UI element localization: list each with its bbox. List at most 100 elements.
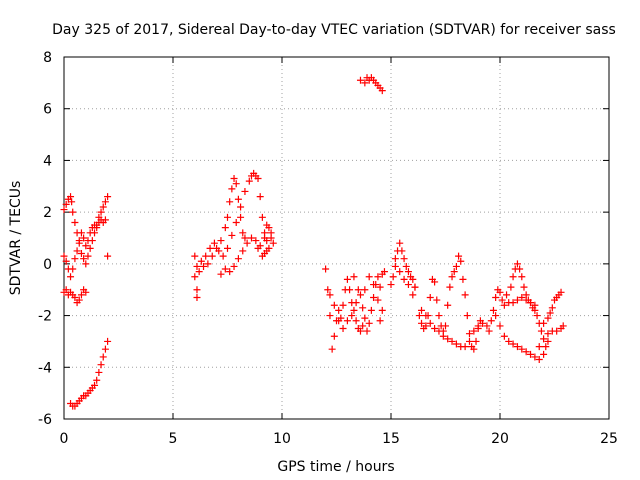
data-point: [513, 296, 521, 304]
data-point: [343, 275, 351, 283]
data-point: [261, 229, 269, 237]
data-point: [461, 291, 469, 299]
data-point: [230, 262, 238, 270]
data-point: [500, 301, 508, 309]
data-point: [380, 268, 388, 276]
data-point: [269, 239, 277, 247]
data-point: [518, 293, 526, 301]
data-point: [228, 185, 236, 193]
data-point: [219, 252, 227, 260]
data-point: [356, 291, 364, 299]
data-point: [465, 330, 473, 338]
data-point: [546, 309, 554, 317]
data-point: [365, 273, 373, 281]
data-point: [354, 286, 362, 294]
data-point: [479, 319, 487, 327]
data-point: [352, 299, 360, 307]
data-point: [359, 304, 367, 312]
data-point: [418, 319, 426, 327]
data-point: [527, 350, 535, 358]
data-point: [193, 293, 201, 301]
data-points: [60, 74, 567, 410]
data-point: [95, 368, 103, 376]
x-axis-label: GPS time / hours: [277, 459, 394, 475]
data-point: [68, 198, 76, 206]
y-tick-label: 8: [43, 50, 52, 66]
data-point: [200, 262, 208, 270]
data-point: [448, 337, 456, 345]
data-point: [518, 273, 526, 281]
data-point: [537, 327, 545, 335]
data-point: [359, 322, 367, 330]
data-point: [400, 275, 408, 283]
data-point: [402, 262, 410, 270]
data-point: [77, 250, 85, 258]
data-point: [245, 177, 253, 185]
data-point: [326, 291, 334, 299]
data-point: [509, 340, 517, 348]
data-point: [544, 314, 552, 322]
data-point: [104, 193, 112, 201]
data-point: [361, 79, 369, 87]
data-point: [265, 224, 273, 232]
data-point: [426, 293, 434, 301]
data-point: [398, 247, 406, 255]
data-point: [237, 213, 245, 221]
data-point: [195, 268, 203, 276]
data-point: [470, 345, 478, 353]
data-point: [389, 273, 397, 281]
data-point: [485, 327, 493, 335]
data-point: [67, 273, 75, 281]
data-point: [496, 322, 504, 330]
data-point: [533, 312, 541, 320]
data-point: [387, 281, 395, 289]
data-point: [101, 198, 109, 206]
data-point: [548, 304, 556, 312]
data-point: [97, 208, 105, 216]
data-point: [513, 260, 521, 268]
data-point: [557, 288, 565, 296]
data-point: [431, 325, 439, 332]
data-point: [450, 268, 458, 276]
data-point: [527, 299, 535, 307]
data-point: [191, 273, 199, 281]
data-point: [86, 244, 94, 252]
data-point: [206, 244, 214, 252]
data-point: [559, 322, 567, 330]
data-point: [520, 283, 528, 291]
data-point: [91, 381, 99, 389]
y-tick-label: -4: [38, 360, 52, 376]
data-point: [193, 286, 201, 294]
x-tick-label: 10: [273, 431, 291, 447]
data-point: [254, 175, 262, 183]
data-point: [522, 296, 530, 304]
data-point: [505, 337, 513, 345]
data-point: [474, 322, 482, 330]
data-point: [80, 255, 88, 263]
data-point: [226, 268, 234, 276]
data-point: [433, 296, 441, 304]
data-point: [202, 252, 210, 260]
y-tick-label: -2: [38, 309, 52, 325]
data-point: [535, 343, 543, 351]
data-point: [232, 180, 240, 188]
data-point: [71, 218, 79, 226]
data-point: [361, 314, 369, 322]
data-point: [241, 187, 249, 195]
data-point: [263, 237, 271, 245]
data-point: [487, 317, 495, 325]
data-point: [99, 353, 107, 361]
data-point: [221, 224, 229, 232]
data-point: [544, 337, 552, 345]
data-point: [553, 327, 561, 335]
data-point: [346, 286, 354, 294]
data-point: [247, 234, 255, 242]
data-point: [535, 356, 543, 364]
data-point: [452, 262, 460, 270]
grid-lines: [64, 57, 609, 419]
data-point: [258, 252, 266, 260]
data-point: [330, 332, 338, 340]
data-point: [411, 283, 419, 291]
data-point: [254, 244, 262, 252]
